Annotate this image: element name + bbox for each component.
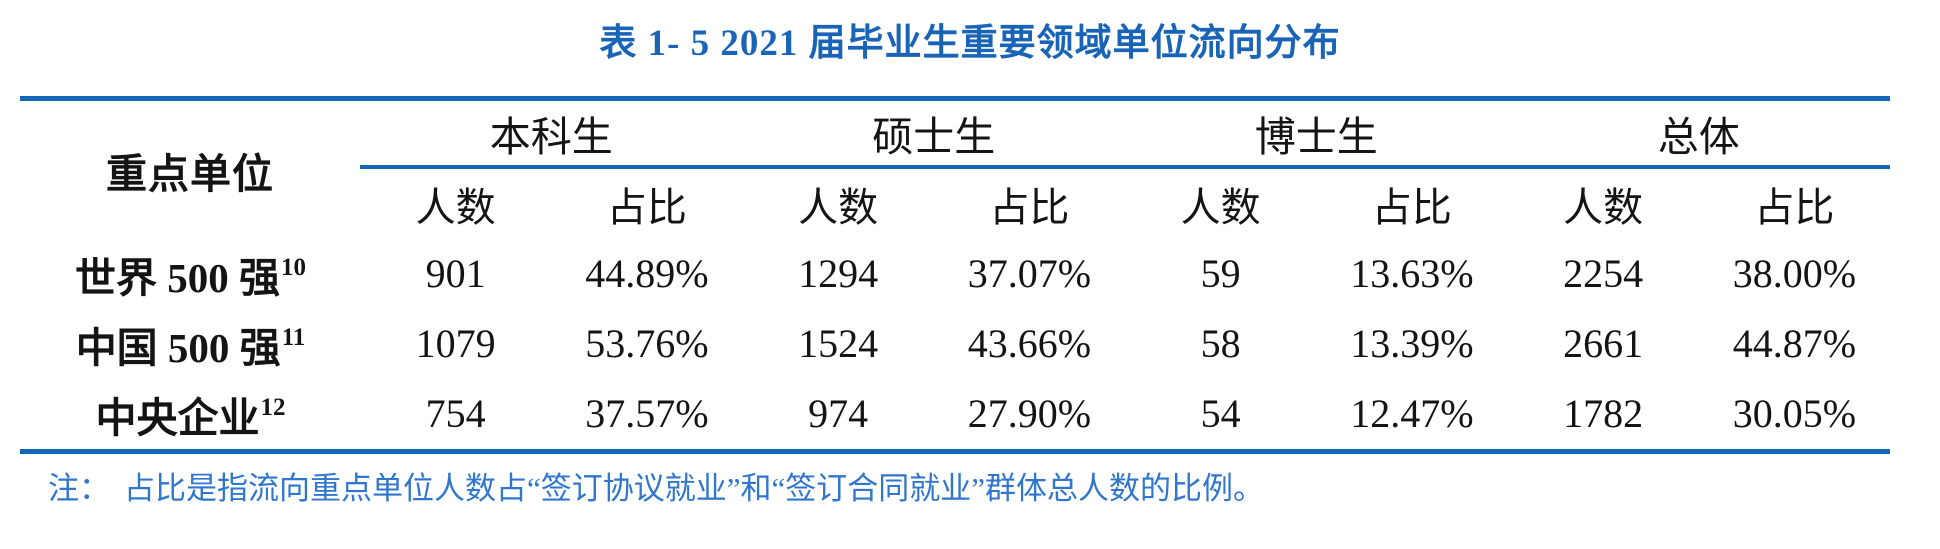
row-label-text: 世界 500 强 [75, 254, 280, 301]
table-footnote: 注： 占比是指流向重点单位人数占“签订协议就业”和“签订合同就业”群体总人数的比例… [48, 463, 1264, 508]
row-label: 世界 500 强10 [20, 239, 360, 309]
row-label-text: 中央企业 [95, 394, 260, 441]
cell-value: 13.39% [1350, 321, 1474, 366]
cell-value: 2254 [1563, 251, 1644, 296]
cell-value: 44.89% [585, 251, 709, 296]
subheader-count: 人数 [415, 184, 496, 230]
cell-value: 37.07% [967, 251, 1092, 296]
row-label-text: 中国 500 强 [75, 324, 281, 371]
cell-value: 12.47% [1350, 391, 1474, 437]
subheader-count: 人数 [798, 184, 879, 230]
cell-value: 44.87% [1732, 321, 1857, 366]
footnote-text: 占比是指流向重点单位人数占“签订协议就业”和“签订合同就业”群体总人数的比例。 [124, 471, 1265, 506]
cell-value: 2661 [1563, 321, 1644, 366]
cell-value: 13.63% [1350, 251, 1474, 296]
cell-value: 43.66% [967, 321, 1092, 366]
table-row-world-top500: 世界 500 强10 901 44.89% 1294 37.07% 59 13.… [20, 239, 1890, 309]
table-title: 表 1- 5 2021 届毕业生重要领域单位流向分布 [599, 23, 1341, 64]
cell-value: 58 [1200, 321, 1241, 366]
cell-value: 1079 [415, 321, 496, 366]
cell-value: 53.76% [585, 321, 709, 366]
row-label: 中央企业12 [20, 379, 360, 452]
corner-header: 重点单位 [106, 150, 274, 197]
subheader-ratio: 占比 [606, 184, 687, 230]
subheader-ratio: 占比 [1754, 184, 1835, 230]
group-header-master: 硕士生 [742, 98, 1125, 169]
cell-value: 754 [425, 391, 486, 437]
cell-value: 974 [808, 391, 869, 437]
subheader-count: 人数 [1563, 184, 1644, 230]
group-header-doctor: 博士生 [1125, 98, 1508, 169]
graduates-destination-table: 重点单位 本科生 硕士生 博士生 总体 人数 占比 人数 占比 人数 占比 人数… [20, 96, 1890, 454]
subheader-ratio: 占比 [1371, 184, 1452, 230]
cell-value: 59 [1200, 251, 1241, 296]
table-row-central-enterprises: 中央企业12 754 37.57% 974 27.90% 54 12.47% 1… [20, 379, 1890, 452]
subheader-ratio: 占比 [989, 184, 1070, 230]
footnote-marker: 12 [260, 394, 286, 422]
sub-header-row: 人数 占比 人数 占比 人数 占比 人数 占比 [20, 167, 1890, 239]
group-header-row: 重点单位 本科生 硕士生 博士生 总体 [20, 98, 1890, 197]
row-label: 中国 500 强11 [20, 309, 360, 379]
footnote-marker: 11 [281, 323, 306, 351]
table-row-china-top500: 中国 500 强11 1079 53.76% 1524 43.66% 58 13… [20, 309, 1890, 379]
group-header-total: 总体 [1507, 98, 1890, 169]
cell-value: 30.05% [1732, 391, 1857, 437]
subheader-count: 人数 [1180, 184, 1261, 230]
footnote-prefix: 注： [48, 471, 110, 506]
cell-value: 38.00% [1732, 251, 1857, 296]
cell-value: 1294 [798, 251, 879, 296]
cell-value: 1524 [798, 321, 879, 366]
cell-value: 54 [1200, 391, 1241, 437]
cell-value: 1782 [1563, 391, 1644, 437]
cell-value: 901 [425, 251, 486, 296]
footnote-marker: 10 [281, 253, 306, 281]
cell-value: 37.57% [585, 391, 709, 437]
group-header-undergraduate: 本科生 [360, 98, 743, 169]
cell-value: 27.90% [967, 391, 1092, 437]
